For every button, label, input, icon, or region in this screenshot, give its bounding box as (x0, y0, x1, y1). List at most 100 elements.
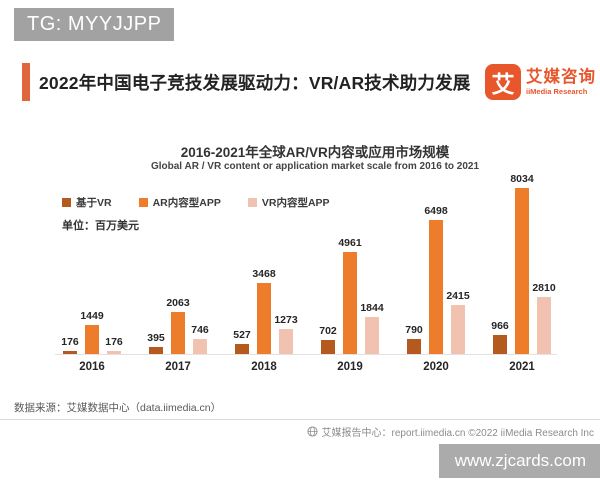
bar-value-label: 176 (61, 336, 79, 348)
bar-column: 966 (491, 320, 509, 355)
bar-series1-2018 (257, 283, 271, 355)
legend-label: VR内容型APP (261, 197, 330, 209)
bottom-watermark: www.zjcards.com (438, 444, 600, 478)
x-axis-label-2019: 2019 (337, 361, 363, 373)
bar-column: 746 (191, 324, 209, 355)
bar-value-label: 1844 (360, 302, 384, 314)
data-source-note: 数据来源：艾媒数据中心（data.iimedia.cn） (14, 402, 222, 414)
bar-value-label: 6498 (424, 205, 448, 217)
bar-group-2019: 702 4961 1844 2019 (319, 163, 384, 379)
bar-series0-2016 (63, 351, 77, 355)
bar-group-2016: 176 1449 176 2016 (61, 163, 123, 379)
bar-column: 3468 (252, 268, 276, 355)
bar-value-label: 395 (147, 332, 165, 344)
bar-value-label: 790 (405, 324, 423, 336)
bar-series0-2018 (235, 344, 249, 355)
legend-swatch (62, 198, 71, 207)
footer-text: 艾媒报告中心：report.iimedia.cn ©2022 iiMedia R… (321, 428, 594, 439)
bar-value-label: 3468 (252, 268, 276, 280)
bar-column: 702 (319, 325, 337, 355)
iimedia-logo-icon: 艾 (485, 64, 521, 100)
bar-series1-2020 (429, 220, 443, 355)
bar-value-label: 1273 (274, 314, 298, 326)
bar-value-label: 702 (319, 325, 337, 337)
bar-value-label: 4961 (338, 237, 362, 249)
bar-series2-2016 (107, 351, 121, 355)
bar-series2-2018 (279, 329, 293, 355)
bar-series2-2021 (537, 297, 551, 355)
bar-series1-2016 (85, 325, 99, 355)
globe-icon (306, 426, 318, 437)
bar-series1-2019 (343, 252, 357, 355)
bar-value-label: 2810 (532, 282, 556, 294)
unit-label: 单位：百万美元 (62, 220, 139, 232)
chart-legend: 基于VR AR内容型APP VR内容型APP (62, 195, 330, 210)
bar-column: 4961 (338, 237, 362, 355)
bar-cluster: 966 8034 2810 (491, 163, 556, 355)
bar-column: 6498 (424, 205, 448, 355)
bar-column: 395 (147, 332, 165, 355)
bar-series1-2021 (515, 188, 529, 355)
legend-item-0: 基于VR (62, 195, 112, 210)
bar-value-label: 2063 (166, 297, 190, 309)
logo-name-en: iiMedia Research (526, 86, 588, 96)
title-accent-bar (22, 63, 30, 101)
logo-text: 艾媒咨询 iiMedia Research (526, 68, 596, 95)
footer-divider (0, 419, 600, 420)
bar-group-2017: 395 2063 746 2017 (147, 163, 209, 379)
bar-value-label: 746 (191, 324, 209, 336)
bar-column: 1273 (274, 314, 298, 355)
plot-area: 176 1449 176 2016 395 2063 746 2017 527 3468 1273 2… (55, 163, 557, 379)
chart-subtitle: Global AR / VR content or application ma… (150, 161, 480, 172)
bar-value-label: 8034 (510, 173, 534, 185)
header: 2022年中国电子竞技发展驱动力：VR/AR技术助力发展 艾 艾媒咨询 iiMe… (22, 58, 596, 106)
iimedia-logo: 艾 艾媒咨询 iiMedia Research (485, 64, 596, 100)
legend-swatch (138, 198, 148, 207)
bar-series2-2019 (365, 317, 379, 355)
bar-group-2020: 790 6498 2415 2020 (405, 163, 470, 379)
bar-series1-2017 (171, 312, 185, 355)
x-axis-label-2020: 2020 (423, 361, 449, 373)
bar-cluster: 527 3468 1273 (233, 163, 298, 355)
x-axis-label-2018: 2018 (251, 361, 277, 373)
bar-column: 1844 (360, 302, 384, 355)
bar-column: 8034 (510, 173, 534, 355)
x-axis-label-2016: 2016 (79, 361, 105, 373)
bar-value-label: 966 (491, 320, 509, 332)
x-axis-label-2017: 2017 (165, 361, 191, 373)
legend-swatch (247, 198, 257, 207)
bar-series0-2021 (493, 335, 507, 355)
legend-label: AR内容型APP (152, 197, 221, 209)
x-axis-line (55, 354, 557, 355)
bar-group-2021: 966 8034 2810 2021 (491, 163, 556, 379)
page-title: 2022年中国电子竞技发展驱动力：VR/AR技术助力发展 (39, 72, 471, 93)
bar-column: 1449 (80, 310, 104, 355)
legend-item-2: VR内容型APP (247, 195, 330, 210)
bar-column: 2063 (166, 297, 190, 355)
footer: 艾媒报告中心：report.iimedia.cn ©2022 iiMedia R… (306, 424, 594, 439)
bar-value-label: 527 (233, 329, 251, 341)
bar-value-label: 1449 (80, 310, 104, 322)
bar-cluster: 176 1449 176 (61, 163, 123, 355)
bar-group-2018: 527 3468 1273 2018 (233, 163, 298, 379)
legend-item-1: AR内容型APP (138, 195, 221, 210)
bar-value-label: 176 (105, 336, 123, 348)
bar-column: 2810 (532, 282, 556, 355)
bar-cluster: 702 4961 1844 (319, 163, 384, 355)
bar-series0-2020 (407, 339, 421, 355)
bar-cluster: 790 6498 2415 (405, 163, 470, 355)
x-axis-label-2021: 2021 (509, 361, 535, 373)
bar-column: 176 (105, 336, 123, 355)
top-watermark-banner: TG: MYYJJPP (14, 8, 175, 41)
bar-column: 2415 (446, 290, 470, 355)
bar-series0-2017 (149, 347, 163, 355)
bar-cluster: 395 2063 746 (147, 163, 209, 355)
bar-value-label: 2415 (446, 290, 470, 302)
bar-series2-2017 (193, 339, 207, 355)
bar-column: 790 (405, 324, 423, 355)
bar-series2-2020 (451, 305, 465, 355)
bar-column: 527 (233, 329, 251, 355)
chart-title: 2016-2021年全球AR/VR内容或应用市场规模 (180, 145, 450, 160)
bar-column: 176 (61, 336, 79, 355)
